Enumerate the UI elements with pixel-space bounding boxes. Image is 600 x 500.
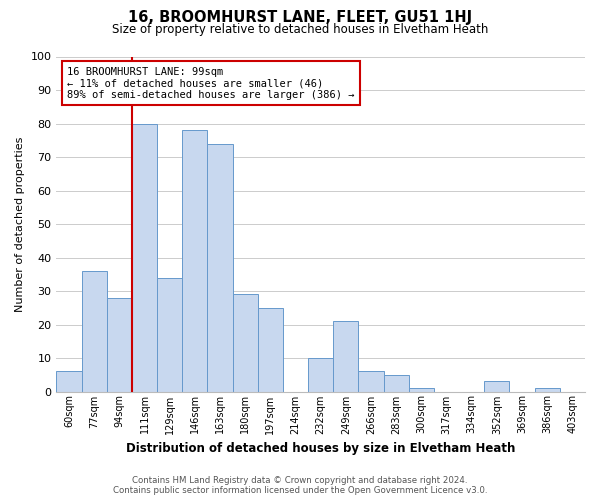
Text: 16 BROOMHURST LANE: 99sqm
← 11% of detached houses are smaller (46)
89% of semi-: 16 BROOMHURST LANE: 99sqm ← 11% of detac… [67,66,355,100]
Bar [233,294,258,392]
Bar [333,321,358,392]
Bar [535,388,560,392]
Bar [132,124,157,392]
Text: 16, BROOMHURST LANE, FLEET, GU51 1HJ: 16, BROOMHURST LANE, FLEET, GU51 1HJ [128,10,472,25]
Bar [383,375,409,392]
Bar [358,372,383,392]
Bar [82,271,107,392]
Bar [258,308,283,392]
Bar [208,144,233,392]
Text: Size of property relative to detached houses in Elvetham Heath: Size of property relative to detached ho… [112,22,488,36]
Bar [56,372,82,392]
X-axis label: Distribution of detached houses by size in Elvetham Heath: Distribution of detached houses by size … [126,442,515,455]
Bar [484,382,509,392]
Y-axis label: Number of detached properties: Number of detached properties [15,136,25,312]
Bar [308,358,333,392]
Text: Contains HM Land Registry data © Crown copyright and database right 2024.
Contai: Contains HM Land Registry data © Crown c… [113,476,487,495]
Bar [409,388,434,392]
Bar [157,278,182,392]
Bar [182,130,208,392]
Bar [107,298,132,392]
